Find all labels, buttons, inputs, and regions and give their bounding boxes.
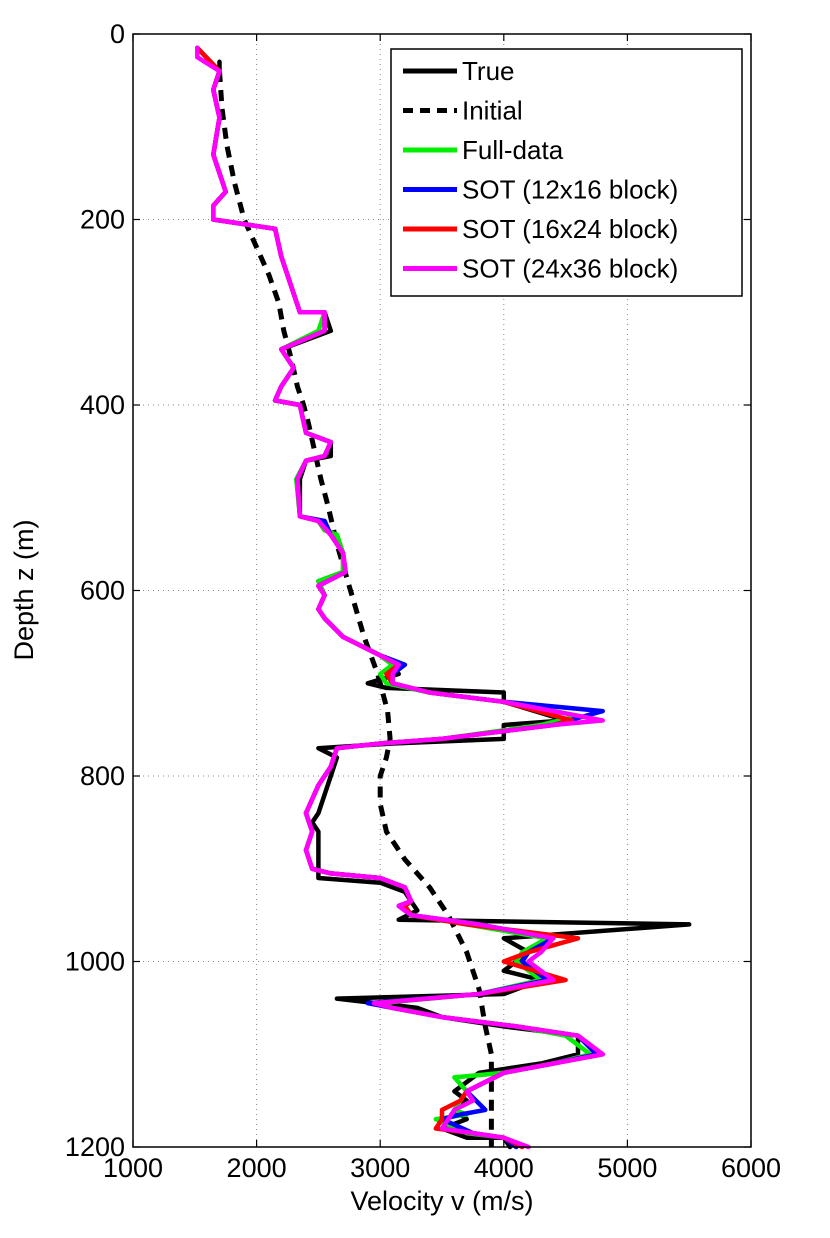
y-tick-label: 200: [80, 205, 125, 235]
x-tick-label: 5000: [597, 1153, 657, 1183]
y-axis-label: Depth z (m): [9, 519, 39, 660]
y-tick-label: 1000: [65, 947, 125, 977]
legend-label-full-data: Full-data: [462, 135, 564, 165]
x-tick-label: 1000: [103, 1153, 163, 1183]
legend-box: [390, 48, 743, 297]
series-layer: [195, 45, 692, 1150]
y-tick-label: 0: [110, 19, 125, 49]
y-tick-label: 400: [80, 390, 125, 420]
y-tick-label: 800: [80, 761, 125, 791]
series-line-initial: [217, 70, 494, 1147]
legend-label-sot-16x24-block: SOT (16x24 block): [462, 214, 678, 244]
x-tick-label: 4000: [474, 1153, 534, 1183]
legend-label-sot-12x16-block: SOT (12x16 block): [462, 175, 678, 205]
x-tick-label: 3000: [350, 1153, 410, 1183]
x-tick-label: 2000: [227, 1153, 287, 1183]
y-tick-label: 600: [80, 576, 125, 606]
series-line-sot-24x36-block: [195, 45, 605, 1150]
legend: True Initial Full-data SOT (12x16 block) SOT…: [390, 48, 743, 297]
axis-ticks: 1000 2000 3000 4000 5000 6000 0 200 400 600 800 100…: [65, 19, 781, 1183]
x-axis-label: Velocity v (m/s): [350, 1186, 533, 1216]
y-tick-label: 1200: [65, 1132, 125, 1162]
legend-label-sot-24x36-block: SOT (24x36 block): [462, 254, 678, 284]
legend-label-initial: Initial: [462, 96, 523, 126]
legend-label-true: True: [462, 56, 515, 86]
x-tick-label: 6000: [721, 1153, 781, 1183]
